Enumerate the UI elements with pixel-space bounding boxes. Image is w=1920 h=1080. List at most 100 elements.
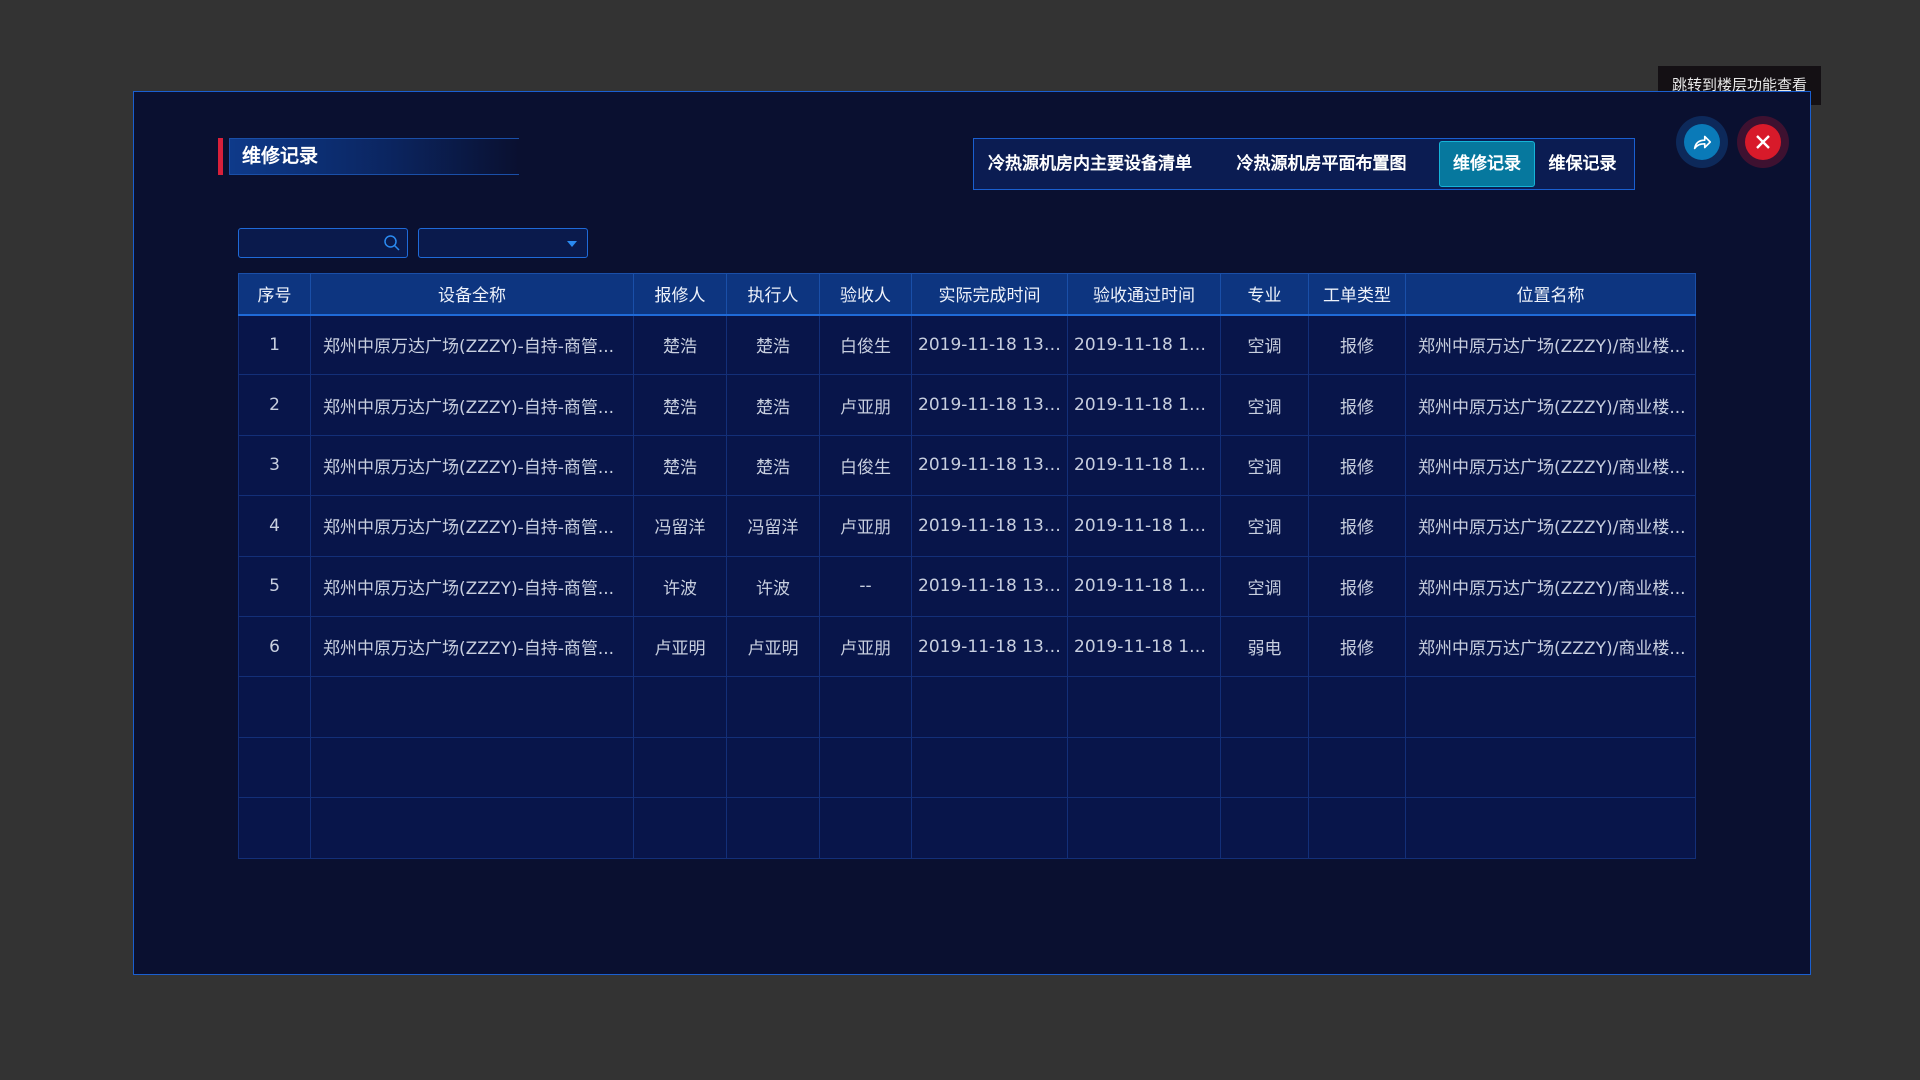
table-cell: 郑州中原万达广场(ZZZY)/商业楼... [1405,434,1696,497]
table-cell: 白俊生 [819,434,912,497]
table-row[interactable]: 3 郑州中原万达广场(ZZZY)-自持-商管... 楚浩 楚浩 白俊生 2019-11-1… [238,434,1696,497]
table-cell [726,797,820,859]
table-cell: 4 [238,495,311,557]
table-cell [911,736,1068,799]
table-cell: 空调 [1220,434,1309,497]
table-cell: 郑州中原万达广场(ZZZY)/商业楼... [1405,374,1696,436]
table-cell: 2019-11-18 13:00 [1067,555,1221,617]
tab-maintenance-records[interactable]: 维保记录 [1548,154,1617,174]
table-cell: 卢亚朋 [819,495,912,557]
table-cell: 报修 [1308,555,1406,617]
table-row[interactable]: 5 郑州中原万达广场(ZZZY)-自持-商管... 许波 许波 -- 2019-11-18… [238,555,1696,617]
search-input[interactable] [238,228,408,258]
table-cell [911,797,1068,859]
table-row[interactable]: 6 郑州中原万达广场(ZZZY)-自持-商管... 卢亚明 卢亚明 卢亚朋 2019-11… [238,615,1696,678]
tab-repair-records[interactable]: 维修记录 [1439,141,1535,187]
jump-to-floor-button[interactable] [1676,116,1728,168]
table-row[interactable]: 2 郑州中原万达广场(ZZZY)-自持-商管... 楚浩 楚浩 卢亚朋 2019-11-1… [238,374,1696,436]
table-cell: 卢亚明 [726,615,820,678]
column-header: 序号 [238,273,311,316]
table-cell [633,797,727,859]
maintenance-panel: 维修记录 冷热源机房内主要设备清单 冷热源机房平面布置图 维修记录 维保记录 序… [133,91,1811,975]
table-cell: 3 [238,434,311,497]
table-cell: 空调 [1220,495,1309,557]
table-row[interactable]: 4 郑州中原万达广场(ZZZY)-自持-商管... 冯留洋 冯留洋 卢亚朋 2019-11… [238,495,1696,557]
table-cell: 郑州中原万达广场(ZZZY)/商业楼... [1405,495,1696,557]
empty-row [238,736,1696,799]
table-cell [819,676,912,738]
table-cell: 冯留洋 [633,495,727,557]
table-cell: 郑州中原万达广场(ZZZY)-自持-商管... [310,495,634,557]
column-header: 工单类型 [1308,273,1406,316]
table-cell: 6 [238,615,311,678]
table-cell [1308,797,1406,859]
table-cell: 空调 [1220,313,1309,376]
column-header: 验收人 [819,273,912,316]
table-cell [310,736,634,799]
table-cell: 冯留洋 [726,495,820,557]
table-cell [911,676,1068,738]
close-button[interactable] [1737,116,1789,168]
table-cell: 2019-11-18 13:00 [1067,313,1221,376]
table-cell: 5 [238,555,311,617]
table-cell [1220,676,1309,738]
table-cell [238,797,311,859]
table-cell [238,736,311,799]
table-cell [1308,736,1406,799]
table-cell: 2019-11-18 13:00 [911,374,1068,436]
table-cell: 2 [238,374,311,436]
table-cell [819,797,912,859]
table-cell [1405,797,1696,859]
table-cell: 空调 [1220,374,1309,436]
table-cell: 报修 [1308,434,1406,497]
table-cell: 楚浩 [726,313,820,376]
table-cell [1067,736,1221,799]
column-header: 专业 [1220,273,1309,316]
table-cell [1067,797,1221,859]
table-cell: 2019-11-18 13:00 [1067,374,1221,436]
tab-equipment-list[interactable]: 冷热源机房内主要设备清单 [988,154,1192,174]
table-cell: 郑州中原万达广场(ZZZY)/商业楼... [1405,615,1696,678]
table-cell: 郑州中原万达广场(ZZZY)/商业楼... [1405,313,1696,376]
table-cell: 郑州中原万达广场(ZZZY)-自持-商管... [310,555,634,617]
table-cell [1220,797,1309,859]
table-cell: 2019-11-18 13:00 [911,313,1068,376]
table-cell: 报修 [1308,615,1406,678]
table-cell: 卢亚明 [633,615,727,678]
close-icon [1756,135,1770,149]
table-cell: 卢亚朋 [819,615,912,678]
table-cell: 2019-11-18 13:00 [1067,615,1221,678]
table-cell: 弱电 [1220,615,1309,678]
table-cell: 2019-11-18 13:00 [1067,495,1221,557]
table-cell [1405,676,1696,738]
filter-select[interactable] [418,228,588,258]
table-cell: 报修 [1308,313,1406,376]
table-cell: 郑州中原万达广场(ZZZY)-自持-商管... [310,434,634,497]
table-cell: 2019-11-18 13:00 [911,555,1068,617]
table-cell: 许波 [726,555,820,617]
table-cell [819,736,912,799]
table-cell: 楚浩 [633,374,727,436]
column-header: 位置名称 [1405,273,1696,316]
table-header: 序号 设备全称 报修人 执行人 验收人 实际完成时间 验收通过时间 专业 工单类型 位置名称 [238,273,1696,316]
table-cell: 1 [238,313,311,376]
chevron-down-icon [567,241,577,247]
table-cell: -- [819,555,912,617]
table-cell: 报修 [1308,495,1406,557]
search-icon[interactable] [383,234,401,252]
column-header: 设备全称 [310,273,634,316]
table-row[interactable]: 1 郑州中原万达广场(ZZZY)-自持-商管... 楚浩 楚浩 白俊生 2019-11-1… [238,313,1696,376]
table-cell: 楚浩 [726,434,820,497]
tab-bar: 冷热源机房内主要设备清单 冷热源机房平面布置图 维修记录 维保记录 [973,138,1635,190]
table-cell: 许波 [633,555,727,617]
table-cell [1067,676,1221,738]
table-cell [1220,736,1309,799]
table-cell [310,676,634,738]
tab-floor-plan[interactable]: 冷热源机房平面布置图 [1236,154,1407,174]
table-cell [1405,736,1696,799]
table-cell [726,676,820,738]
table-cell: 2019-11-18 13:00 [1067,434,1221,497]
title-marker [218,138,223,175]
table-cell: 卢亚朋 [819,374,912,436]
table-cell: 2019-11-18 13:00 [911,615,1068,678]
